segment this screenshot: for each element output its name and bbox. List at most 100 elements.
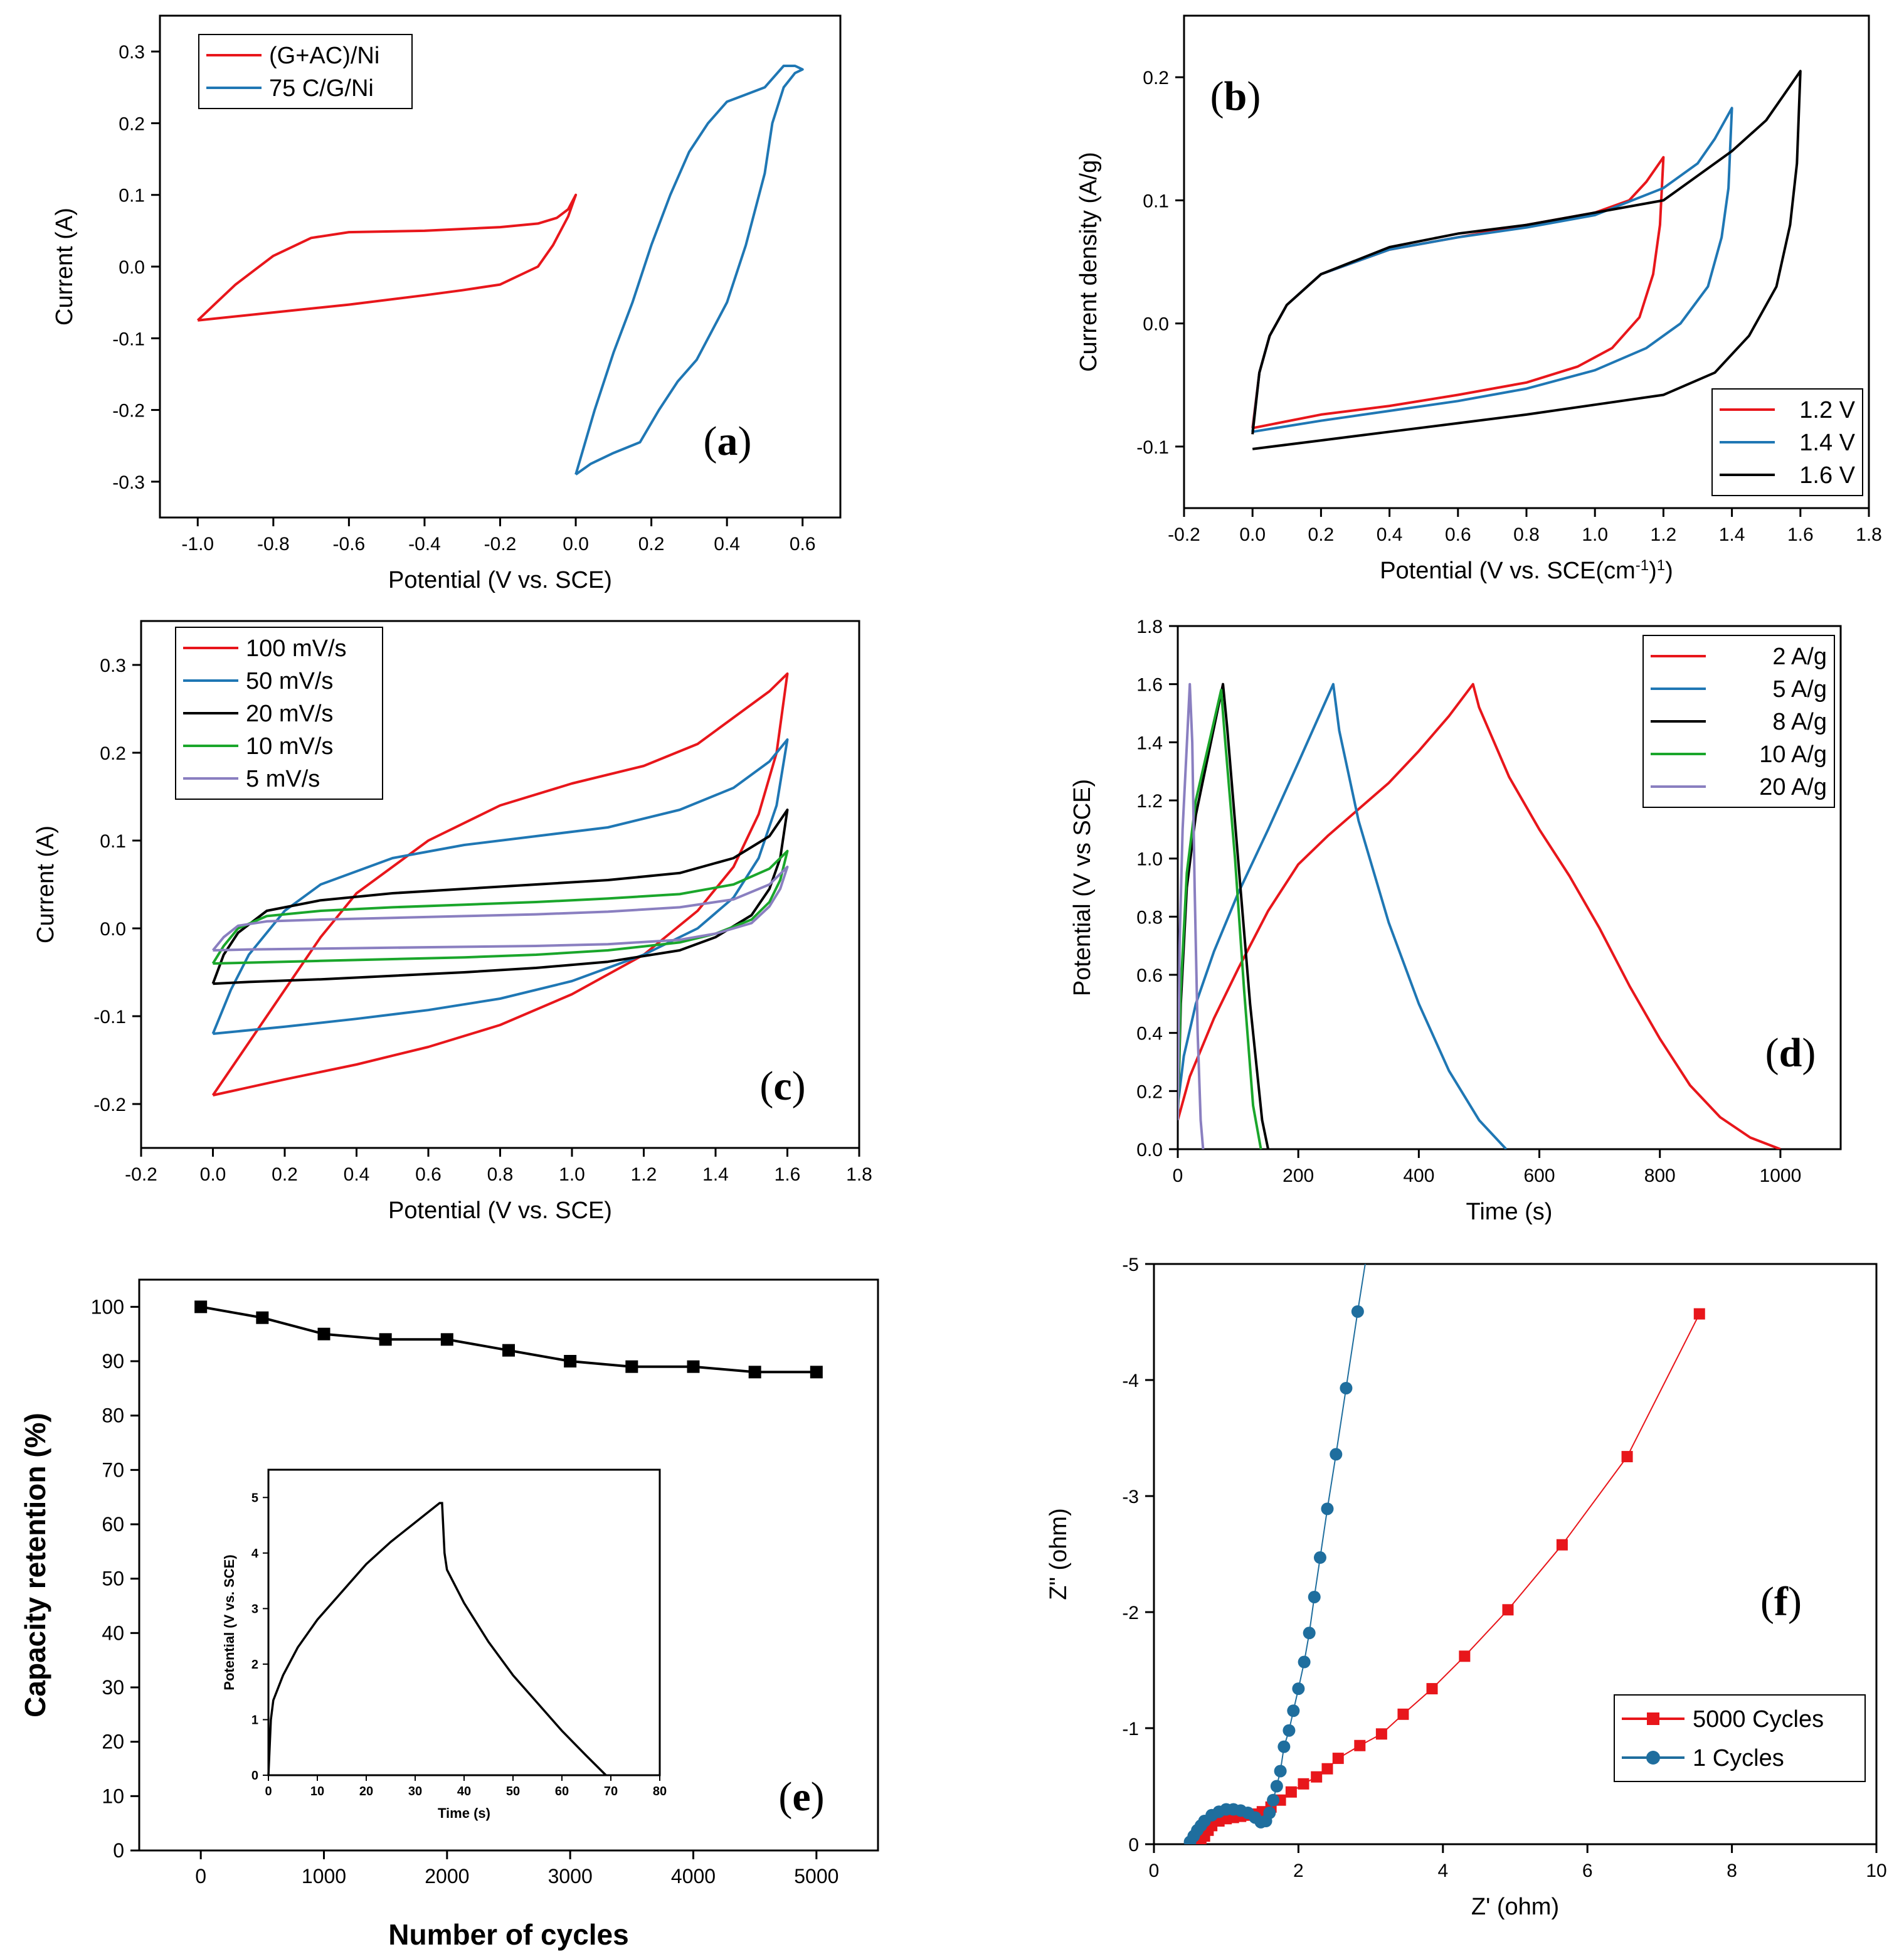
y-tick-label: 0.2	[1143, 68, 1169, 88]
inset-y-tick-label: 2	[251, 1658, 258, 1672]
panel-label-f: (f)	[1760, 1579, 1802, 1625]
x-tick-label: 8	[1727, 1861, 1737, 1881]
y-tick-label: 0.6	[1136, 965, 1163, 986]
legend-label-5000-cycles: 5000 Cycles	[1693, 1706, 1824, 1733]
y-tick-label: -0.3	[112, 472, 145, 493]
data-point-capacity-retention	[317, 1327, 331, 1341]
legend-label-1-2-v: 1.2 V	[1799, 397, 1855, 423]
x-tick-label: -0.2	[484, 534, 517, 555]
y-tick-label: 0.3	[119, 42, 145, 63]
x-tick-label: 1.6	[1787, 524, 1814, 545]
panel-c: -0.2 0.0 0.2 0.4 0.6 0.8 1.0 1.2 1.4 1.6 1.8 -0.2 -0…	[33, 620, 872, 1224]
legend-label-1-cycles: 1 Cycles	[1693, 1745, 1784, 1771]
data-point-1-cycles	[1340, 1381, 1353, 1394]
inset-x-tick-label: 10	[310, 1785, 324, 1798]
series-line-100-mv-s	[211, 672, 789, 1096]
panel-letter: e	[792, 1774, 810, 1820]
inset-x-tick-label: 60	[555, 1785, 569, 1798]
legend-d: 2 A/g 5 A/g 8 A/g 10 A/g 20 A/g	[1642, 635, 1835, 808]
y-axis-label: Z" (ohm)	[1045, 1508, 1072, 1600]
legend-label-2-a-g: 2 A/g	[1772, 644, 1827, 670]
x-axis-label-part: )	[1665, 558, 1673, 584]
data-point-5000-cycles	[1426, 1683, 1438, 1695]
y-tick-label: 1.4	[1136, 733, 1163, 753]
data-point-capacity-retention	[379, 1333, 392, 1346]
y-tick-label: 40	[102, 1622, 124, 1644]
x-tick-label: 0.0	[200, 1164, 226, 1185]
x-tick-label: -0.2	[125, 1164, 157, 1185]
data-point-capacity-retention	[194, 1300, 208, 1314]
y-tick-label: -1	[1122, 1719, 1139, 1739]
legend-a: (G+AC)/Ni 75 C/G/Ni	[198, 34, 413, 109]
data-point-5000-cycles	[1502, 1604, 1514, 1616]
legend-label-1-4-v: 1.4 V	[1799, 430, 1855, 456]
y-tick-label: 1.6	[1136, 675, 1163, 696]
data-point-1-cycles	[1274, 1765, 1287, 1778]
inset-y-tick-label: 3	[251, 1602, 258, 1616]
y-tick-label: -0.1	[112, 329, 145, 349]
y-tick-label: -0.2	[112, 401, 145, 422]
x-axis-label-part: Potential (V vs. SCE	[1380, 558, 1595, 584]
y-axis-label: Current density (A/g)	[1076, 152, 1102, 372]
legend-label-20-mv-s: 20 mV/s	[246, 701, 333, 727]
panel-letter: a	[717, 418, 738, 464]
series-line-5-mv-s	[211, 866, 789, 952]
y-tick-label: 0.0	[1143, 314, 1169, 335]
panel-label-a: (a)	[704, 418, 752, 464]
x-tick-label: 1.0	[1582, 524, 1608, 545]
y-tick-label: 90	[102, 1350, 124, 1372]
data-point-1-cycles	[1308, 1590, 1321, 1603]
x-axis-label: Time (s)	[1466, 1199, 1553, 1225]
inset-y-tick-label: 0	[251, 1769, 258, 1783]
data-point-capacity-retention	[256, 1311, 269, 1324]
series-line-10-a-g	[1178, 688, 1262, 1149]
data-point-1-cycles	[1283, 1724, 1296, 1737]
inset-x-tick-label: 40	[457, 1785, 471, 1798]
data-point-5000-cycles	[1321, 1763, 1333, 1775]
data-point-5000-cycles	[1397, 1708, 1409, 1720]
y-tick-label: 1.8	[1136, 617, 1163, 637]
y-tick-label: 20	[102, 1731, 124, 1753]
inset-x-tick-label: 70	[604, 1785, 618, 1798]
inset-frame	[267, 1468, 661, 1776]
panel-b: -0.2 0.0 0.2 0.4 0.6 0.8 1.0 1.2 1.4 1.6 1.8 -0.1 0.…	[1076, 14, 1882, 584]
series-line-75-c-g-ni	[574, 65, 804, 476]
y-tick-label: 30	[102, 1676, 124, 1699]
x-tick-label: 6	[1582, 1861, 1593, 1881]
y-tick-label: 0.0	[1136, 1140, 1163, 1160]
panel-f: 0 2 4 6 8 10 0 -1 -2 -3 -4 -5 Z' (ohm) Z" (ohm) (f) 500…	[1045, 1255, 1887, 1920]
legend-label-5-mv-s: 5 mV/s	[246, 766, 320, 792]
x-tick-label: 0.4	[1377, 524, 1403, 545]
series-line-20-mv-s	[211, 809, 789, 985]
legend-label-10-a-g: 10 A/g	[1759, 741, 1827, 768]
series-line-10-mv-s	[211, 849, 789, 965]
y-tick-label: 1.2	[1136, 791, 1163, 812]
x-tick-label: 0.6	[415, 1164, 442, 1185]
x-axis-label-part: )	[1649, 558, 1657, 584]
x-tick-label: -0.2	[1168, 524, 1200, 545]
data-point-5000-cycles	[1332, 1753, 1344, 1765]
series-line-20-a-g	[1178, 682, 1205, 1149]
y-tick-label: 100	[91, 1295, 124, 1318]
data-point-5000-cycles	[1556, 1539, 1568, 1551]
panel-label-b: (b)	[1210, 73, 1261, 119]
data-point-5000-cycles	[1459, 1650, 1471, 1662]
y-tick-label: 10	[102, 1785, 124, 1807]
legend-label-100-mv-s: 100 mV/s	[246, 635, 347, 662]
inset-y-tick-label: 1	[251, 1713, 258, 1727]
x-axis-label: Z' (ohm)	[1471, 1894, 1559, 1920]
x-tick-label: 5000	[794, 1865, 838, 1887]
data-point-1-cycles	[1277, 1740, 1291, 1753]
panel-a: -1.0 -0.8 -0.6 -0.4 -0.2 0.0 0.2 0.4 0.6 -0.3 -0.2…	[51, 14, 842, 593]
data-point-capacity-retention	[687, 1360, 700, 1373]
inset-x-tick-label: 0	[265, 1785, 272, 1798]
data-point-1-cycles	[1270, 1780, 1283, 1793]
y-axis-label: Capacity retention (%)	[19, 1413, 51, 1717]
panel-d: 0 200 400 600 800 1000 0.0 0.2 0.4 0.6 0.8 1.0 1.2 1.…	[1069, 617, 1842, 1225]
inset-y-tick-label: 4	[251, 1547, 259, 1561]
x-tick-label: -0.8	[257, 534, 290, 555]
plot-frame-f	[1153, 1263, 1878, 1845]
x-tick-label: 1000	[1760, 1165, 1802, 1186]
series-line-1-6-v	[1251, 70, 1802, 450]
data-point-capacity-retention	[748, 1366, 761, 1379]
